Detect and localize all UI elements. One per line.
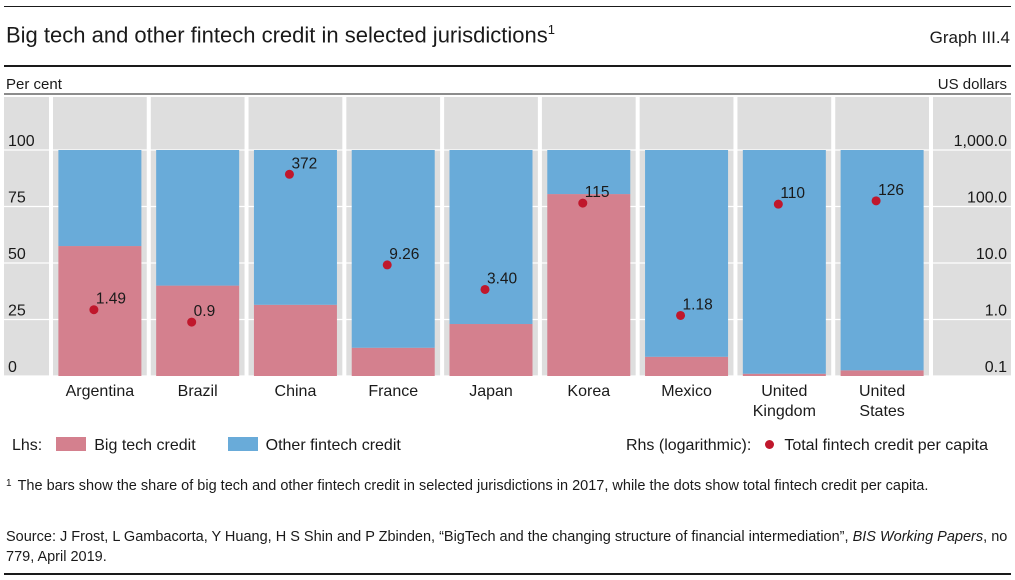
left-tick-label: 75	[8, 190, 26, 207]
category-labels: Argentina Brazil China France Japan Korea Mexi…	[66, 383, 906, 420]
category-label: China	[275, 383, 317, 400]
chart-title-text: Big tech and other fintech credit in sel…	[6, 22, 548, 48]
right-tick-label: 10.0	[976, 246, 1007, 263]
dot-label: 110	[780, 185, 805, 202]
dot-total-fintech	[284, 169, 294, 179]
dot-label: 126	[878, 182, 904, 199]
bottom-rule	[4, 573, 1011, 575]
dots: 1.49 0.9 372 9.26 3.40 115 1.18 110 126	[89, 155, 904, 327]
title-footnote-mark: 1	[547, 22, 555, 37]
category-label-line: States	[859, 403, 904, 420]
source: Source: J Frost, L Gambacorta, Y Huang, …	[6, 527, 1010, 567]
dot-label: 9.26	[389, 246, 419, 263]
dot-label: 115	[585, 184, 610, 201]
legend-total: Total fintech credit per capita	[784, 437, 988, 454]
bars	[58, 150, 924, 376]
dot-total-fintech	[480, 284, 490, 294]
rhs-unit-label: US dollars	[938, 76, 1007, 93]
bar-other-fintech	[351, 150, 435, 348]
bar-big-tech	[449, 324, 533, 376]
lhs-unit-label: Per cent	[6, 76, 63, 93]
footnote-text: The bars show the share of big tech and …	[17, 478, 929, 494]
dot-total-fintech	[773, 199, 783, 209]
dot-label: 3.40	[487, 270, 518, 287]
bar-other-fintech	[449, 150, 533, 325]
category-label: France	[368, 383, 418, 400]
bar-other-fintech	[253, 150, 337, 305]
right-tick-label: 100.0	[967, 190, 1007, 207]
category-label: Brazil	[178, 383, 218, 400]
legend: Lhs: Big tech credit Other fintech credit …	[6, 437, 1010, 461]
category-label-line: United	[761, 383, 807, 400]
right-tick-label: 1.0	[985, 303, 1007, 320]
dot-label: 0.9	[194, 303, 216, 320]
bar-big-tech	[645, 356, 729, 376]
category-label: Japan	[469, 383, 513, 400]
legend-other-fintech: Other fintech credit	[265, 437, 401, 454]
source-prefix: Source: J Frost, L Gambacorta, Y Huang, …	[6, 529, 853, 545]
left-tick-label: 50	[8, 246, 26, 263]
left-tick-label: 25	[8, 303, 26, 320]
left-tick-label: 100	[8, 133, 35, 150]
bar-big-tech	[58, 246, 142, 376]
legend-rhs-label: Rhs (logarithmic):	[625, 437, 752, 454]
category-label: United Kingdom	[753, 383, 816, 420]
footnote-mark: 1	[6, 478, 12, 489]
footnote: 1 The bars show the share of big tech and…	[6, 474, 1010, 496]
bar-other-fintech	[840, 150, 924, 371]
left-tick-label: 0	[8, 359, 17, 376]
bar-other-fintech	[547, 150, 631, 195]
bar-big-tech	[351, 347, 435, 376]
bar-big-tech	[742, 373, 826, 376]
other-fintech-swatch	[227, 437, 258, 451]
right-axis-ticks: 0.1 1.0 10.0 100.0 1,000.0	[954, 133, 1007, 376]
title-row: Big tech and other fintech credit in sel…	[6, 22, 1010, 56]
bar-big-tech	[253, 304, 337, 376]
dot-total-fintech	[578, 198, 588, 208]
category-label-line: United	[859, 383, 905, 400]
dot-label: 1.18	[683, 296, 713, 313]
category-label-line: Kingdom	[753, 403, 816, 420]
dot-label: 372	[291, 155, 317, 172]
bar-other-fintech	[58, 150, 142, 247]
graph-number: Graph III.4	[929, 28, 1010, 47]
bar-big-tech	[156, 285, 240, 376]
category-label: Korea	[567, 383, 610, 400]
legend-rhs: Rhs (logarithmic): Total fintech credit p…	[626, 437, 988, 455]
right-tick-label: 1,000.0	[954, 133, 1007, 150]
bar-other-fintech	[156, 150, 240, 286]
right-tick-label: 0.1	[985, 359, 1007, 376]
big-tech-swatch	[56, 437, 87, 451]
top-rule	[4, 6, 1011, 7]
dot-label: 1.49	[96, 291, 126, 308]
left-axis-ticks: 0 25 50 75 100	[8, 133, 35, 376]
bar-other-fintech	[742, 150, 826, 374]
category-label: Mexico	[661, 383, 712, 400]
dot-total-fintech	[89, 305, 99, 315]
legend-big-tech: Big tech credit	[94, 437, 196, 454]
total-dot-swatch	[765, 440, 775, 449]
chart: Per cent US dollars 1.49 0.9 372 9.26 3.40 11…	[4, 76, 1011, 420]
dot-total-fintech	[871, 196, 881, 206]
legend-lhs: Lhs: Big tech credit Other fintech credit	[12, 437, 401, 455]
source-suffix: , no 779, April 2019.	[6, 529, 1008, 565]
dot-total-fintech	[676, 310, 686, 320]
source-journal: BIS Working Papers	[852, 529, 984, 545]
dot-total-fintech	[382, 260, 392, 270]
bar-big-tech	[840, 370, 924, 376]
bar-other-fintech	[645, 150, 729, 357]
bar-big-tech	[547, 194, 631, 376]
title-rule	[4, 65, 1011, 67]
category-label: United States	[859, 383, 905, 420]
category-label: Argentina	[66, 383, 135, 400]
dot-total-fintech	[187, 317, 197, 327]
chart-title: Big tech and other fintech credit in sel…	[6, 22, 555, 48]
legend-lhs-label: Lhs:	[12, 437, 43, 454]
